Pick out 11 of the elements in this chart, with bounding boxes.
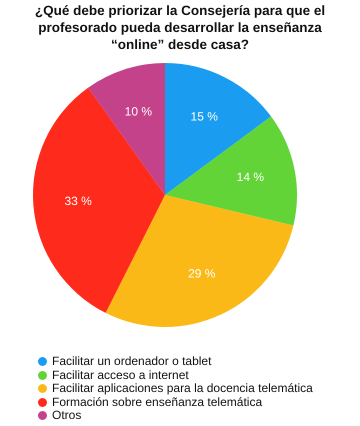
data-label: 33 % xyxy=(64,194,92,208)
legend-label: Facilitar aplicaciones para la docencia telemática xyxy=(52,381,313,396)
legend-label: Otros xyxy=(52,408,82,422)
data-label: 14 % xyxy=(236,170,264,184)
legend-label: Facilitar acceso a internet xyxy=(52,368,189,382)
data-label: 10 % xyxy=(124,104,152,118)
data-label: 15 % xyxy=(190,110,218,124)
legend-label: Formación sobre enseñanza telemática xyxy=(52,394,262,409)
data-label: 29 % xyxy=(188,266,216,280)
legend-label: Facilitar un ordenador o tablet xyxy=(52,354,212,368)
chart-title: ¿Qué debe priorizar la Consejería para que el profesorado pueda desarrollar la enseñanza “online” desde casa? xyxy=(34,2,326,53)
